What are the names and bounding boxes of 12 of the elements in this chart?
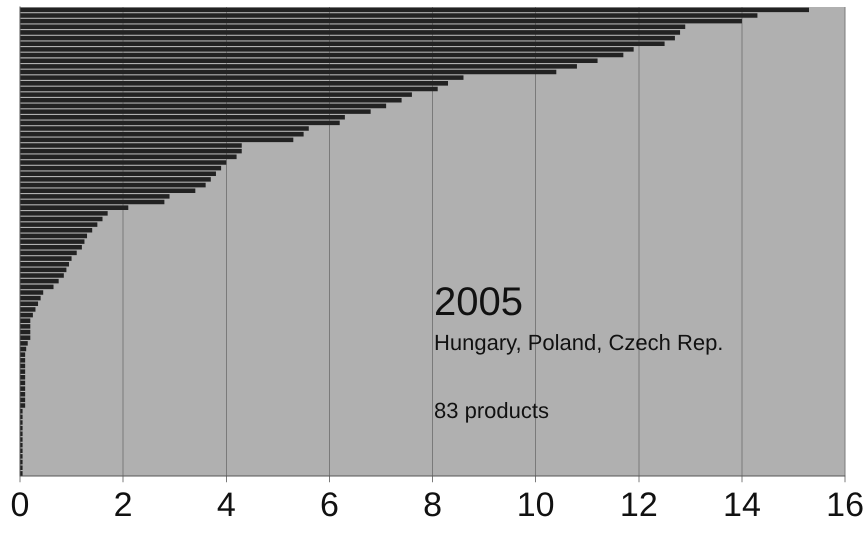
x-tick-label: 8 <box>423 486 442 524</box>
annotation: Hungary, Poland, Czech Rep. <box>434 330 724 356</box>
x-tick-label: 6 <box>320 486 339 524</box>
annotation: 83 products <box>434 398 549 424</box>
annotation: 2005 <box>434 279 523 326</box>
x-tick-label: 2 <box>114 486 133 524</box>
x-tick-label: 0 <box>10 486 30 524</box>
x-tick-label: 4 <box>216 486 236 524</box>
x-tick-label: 16 <box>826 486 864 524</box>
x-tick-label: 14 <box>723 486 761 524</box>
x-tick-label: 12 <box>620 486 658 524</box>
x-tick-label: 10 <box>516 486 555 524</box>
